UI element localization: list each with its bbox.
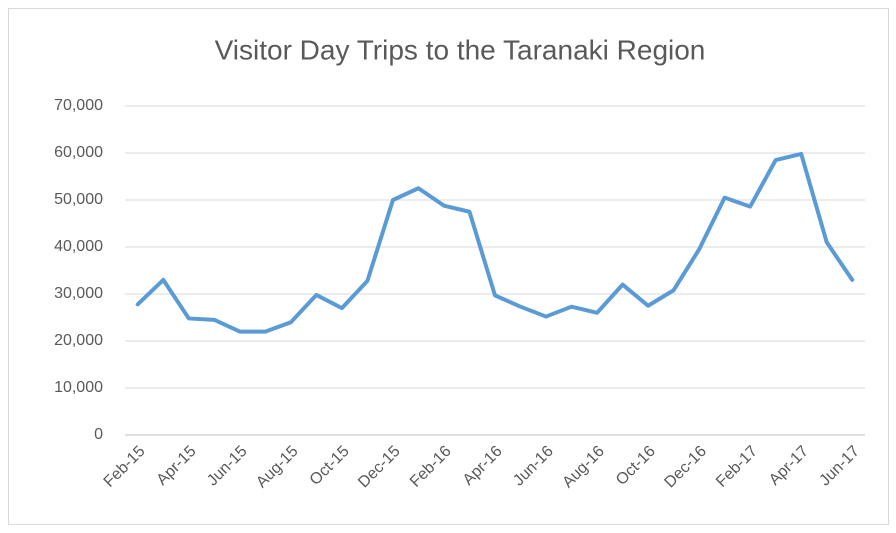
y-tick-label: 50,000 [54,191,103,208]
y-tick-label: 20,000 [54,332,103,349]
chart-frame [8,8,889,525]
y-tick-label: 40,000 [54,238,103,255]
y-tick-label: 70,000 [54,97,103,114]
data-line [135,151,855,334]
chart-title: Visitor Day Trips to the Taranaki Region [215,34,706,65]
y-tick-label: 0 [94,426,103,443]
y-tick-label: 60,000 [54,144,103,161]
y-tick-label: 10,000 [54,379,103,396]
y-tick-label: 30,000 [54,285,103,302]
